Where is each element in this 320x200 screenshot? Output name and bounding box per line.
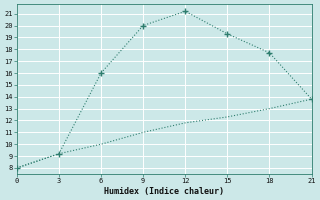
X-axis label: Humidex (Indice chaleur): Humidex (Indice chaleur) [104,187,224,196]
